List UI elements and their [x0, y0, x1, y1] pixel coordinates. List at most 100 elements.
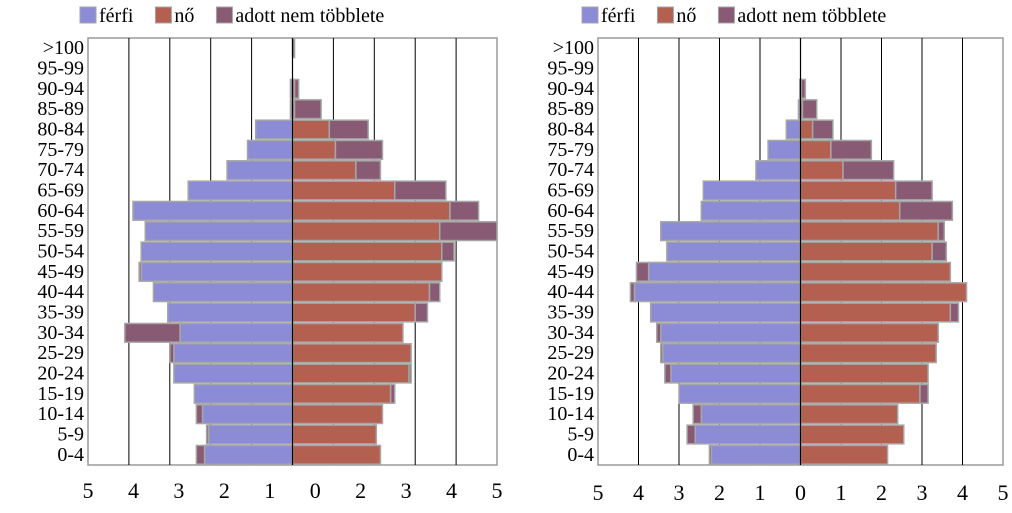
female-bar [291, 383, 392, 404]
male-bar [254, 119, 294, 140]
male-bar [203, 444, 294, 465]
female-bar [291, 282, 431, 303]
female-bar [799, 302, 952, 323]
age-group-row [700, 200, 954, 221]
age-group-row [195, 444, 382, 465]
female-bar [799, 139, 832, 160]
excess-bar [937, 221, 946, 242]
category-label: 70-74 [547, 159, 594, 181]
category-label: 55-59 [37, 220, 84, 242]
male-bar [670, 363, 802, 384]
excess-bar [124, 322, 181, 343]
age-group-row [660, 221, 946, 242]
category-label: 90-94 [547, 78, 594, 100]
excess-bar [664, 363, 672, 384]
male-bar [700, 404, 802, 425]
excess-bar [449, 200, 480, 221]
age-group-row [173, 363, 412, 384]
category-label: 15-19 [37, 383, 84, 405]
x-tick-label: 4 [633, 480, 644, 505]
excess-bar [195, 444, 206, 465]
male-bar [755, 160, 802, 181]
female-bar [291, 241, 443, 262]
male-bar [179, 322, 294, 343]
female-bar [799, 444, 889, 465]
age-group-row [686, 424, 905, 445]
female-bar [291, 119, 331, 140]
category-label: 45-49 [547, 261, 594, 283]
category-label: 10-14 [37, 403, 84, 425]
legend-swatch [656, 6, 674, 24]
age-group-row [152, 282, 441, 303]
female-bar [291, 363, 410, 384]
legend-item: nő [656, 5, 696, 27]
female-bar [291, 343, 412, 364]
male-bar [201, 404, 294, 425]
excess-bar [801, 99, 818, 120]
excess-bar [389, 383, 396, 404]
excess-bar [842, 160, 895, 181]
legend-item: adott nem többlete [717, 5, 886, 27]
age-group-row [629, 282, 968, 303]
male-bar [167, 302, 294, 323]
male-bar [660, 221, 802, 242]
x-tick-label: 3 [674, 480, 685, 505]
male-bar [702, 180, 802, 201]
category-label: 80-84 [547, 119, 594, 141]
excess-bar [205, 424, 210, 445]
age-group-row [678, 383, 929, 404]
male-bar [226, 160, 294, 181]
category-label: 85-89 [37, 98, 84, 120]
x-tick-label: 5 [998, 480, 1009, 505]
excess-bar [414, 302, 429, 323]
excess-bar [629, 282, 636, 303]
female-bar [291, 322, 404, 343]
age-group-row [246, 139, 384, 160]
category-label: 25-29 [37, 342, 84, 364]
x-tick-label: 1 [264, 478, 275, 503]
male-bar [144, 221, 294, 242]
female-bar [799, 221, 939, 242]
legend-item: férfi [79, 5, 134, 27]
male-bar [173, 343, 294, 364]
legend-label: férfi [601, 5, 636, 27]
female-bar [799, 343, 937, 364]
category-label: 5-9 [57, 424, 84, 446]
pyramid-chart-1: 0-45-910-1415-1920-2425-2930-3435-3940-4… [37, 5, 502, 503]
excess-bar [919, 383, 929, 404]
excess-bar [293, 78, 300, 99]
category-label: 65-69 [547, 180, 594, 202]
male-bar [633, 282, 802, 303]
age-group-row [205, 424, 378, 445]
x-tick-label: 2 [714, 480, 725, 505]
excess-bar [438, 221, 498, 242]
legend-swatch [154, 6, 172, 24]
age-group-row [692, 404, 899, 425]
age-group-row [138, 261, 443, 282]
category-label: 50-54 [547, 241, 594, 263]
age-group-row [226, 160, 382, 181]
age-group-row [785, 119, 834, 140]
female-bar [799, 282, 968, 303]
excess-bar [830, 139, 873, 160]
female-bar [799, 180, 897, 201]
category-label: 35-39 [547, 302, 594, 324]
legend-label: adott nem többlete [235, 5, 384, 27]
age-group-row [187, 180, 447, 201]
category-label: 5-9 [567, 424, 594, 446]
category-label: 15-19 [547, 383, 594, 405]
female-bar [799, 322, 939, 343]
female-bar [799, 200, 901, 221]
age-group-row [708, 444, 889, 465]
age-group-row [169, 343, 412, 364]
excess-bar [692, 404, 703, 425]
age-group-row [124, 322, 404, 343]
age-group-row [755, 160, 895, 181]
male-bar [694, 424, 802, 445]
male-bar [666, 241, 802, 262]
category-label: 20-24 [547, 363, 594, 385]
age-group-row [193, 383, 396, 404]
excess-bar [328, 119, 369, 140]
male-bar [140, 261, 294, 282]
